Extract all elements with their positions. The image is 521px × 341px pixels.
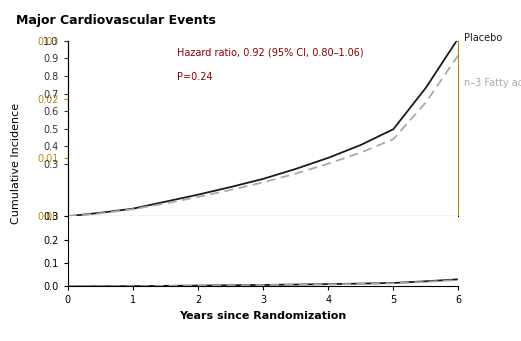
Text: P=0.24: P=0.24 [177,73,213,83]
Text: Cumulative Incidence: Cumulative Incidence [10,103,21,224]
Text: Hazard ratio, 0.92 (95% CI, 0.80–1.06): Hazard ratio, 0.92 (95% CI, 0.80–1.06) [177,48,364,58]
Text: Placebo: Placebo [464,33,502,43]
Text: Major Cardiovascular Events: Major Cardiovascular Events [16,14,216,27]
X-axis label: Years since Randomization: Years since Randomization [179,311,347,321]
Text: n–3 Fatty acids: n–3 Fatty acids [464,78,521,88]
